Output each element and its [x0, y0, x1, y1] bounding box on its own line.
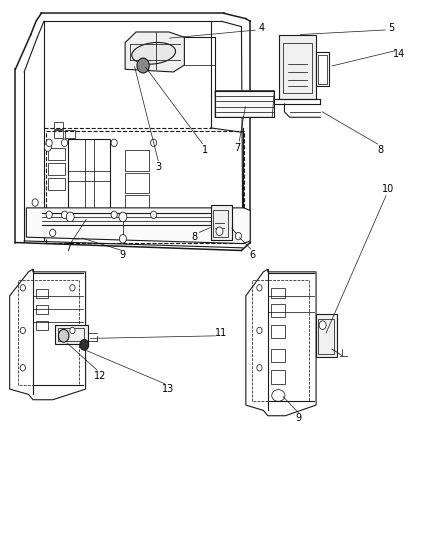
Bar	[271, 288, 285, 298]
Circle shape	[256, 365, 261, 371]
Circle shape	[256, 285, 261, 291]
Text: 13: 13	[162, 384, 174, 393]
Bar	[48, 178, 65, 190]
Bar	[65, 130, 74, 138]
Text: 8: 8	[191, 232, 197, 242]
Text: 11: 11	[214, 328, 226, 337]
Bar	[318, 319, 333, 354]
Bar	[315, 314, 336, 357]
Bar	[213, 210, 228, 237]
Circle shape	[44, 143, 51, 151]
Text: 6: 6	[249, 250, 255, 260]
Text: 3: 3	[155, 163, 161, 172]
Text: 1: 1	[202, 146, 208, 155]
Bar	[55, 325, 88, 344]
Bar	[315, 52, 328, 86]
Bar	[271, 304, 285, 317]
Circle shape	[150, 139, 156, 147]
Text: 9: 9	[119, 250, 125, 260]
Bar	[125, 195, 149, 215]
Bar	[48, 163, 65, 175]
Bar	[125, 173, 149, 193]
Circle shape	[256, 327, 261, 334]
Circle shape	[58, 329, 69, 342]
Circle shape	[215, 227, 223, 236]
Text: 7: 7	[233, 143, 240, 153]
Bar	[271, 370, 285, 384]
Bar	[271, 325, 285, 338]
Text: 8: 8	[376, 145, 382, 155]
Text: 7: 7	[65, 244, 71, 253]
Circle shape	[318, 321, 325, 329]
Bar	[271, 349, 285, 362]
Circle shape	[119, 212, 127, 222]
Circle shape	[80, 340, 88, 350]
Text: 9: 9	[295, 414, 301, 423]
Circle shape	[61, 211, 67, 219]
Circle shape	[70, 285, 75, 291]
Bar	[68, 139, 110, 216]
Text: 14: 14	[392, 50, 405, 59]
Bar	[53, 130, 63, 138]
Circle shape	[46, 211, 52, 219]
Text: 10: 10	[381, 184, 393, 193]
Bar	[58, 328, 84, 341]
Polygon shape	[26, 208, 250, 244]
Bar	[36, 321, 48, 330]
Circle shape	[150, 211, 156, 219]
Bar	[36, 289, 48, 298]
Circle shape	[61, 139, 67, 147]
Polygon shape	[215, 91, 274, 117]
Bar	[125, 150, 149, 171]
Circle shape	[235, 232, 241, 240]
Bar	[317, 55, 327, 84]
Bar	[53, 122, 63, 129]
Circle shape	[20, 327, 25, 334]
Circle shape	[46, 139, 52, 147]
Text: 4: 4	[258, 23, 264, 33]
Text: 12: 12	[94, 371, 106, 381]
Circle shape	[137, 58, 149, 73]
Bar	[125, 217, 149, 235]
Circle shape	[111, 211, 117, 219]
Ellipse shape	[131, 43, 175, 64]
Circle shape	[119, 235, 126, 243]
Circle shape	[20, 365, 25, 371]
Bar	[48, 148, 65, 160]
Bar	[278, 35, 315, 99]
Bar	[36, 305, 48, 314]
Bar	[283, 43, 311, 93]
Circle shape	[70, 327, 75, 334]
Circle shape	[20, 285, 25, 291]
Bar	[210, 205, 231, 240]
Circle shape	[66, 212, 74, 222]
Circle shape	[32, 199, 38, 206]
Circle shape	[111, 139, 117, 147]
Text: 5: 5	[388, 23, 394, 33]
Polygon shape	[125, 32, 184, 72]
Circle shape	[49, 229, 56, 237]
